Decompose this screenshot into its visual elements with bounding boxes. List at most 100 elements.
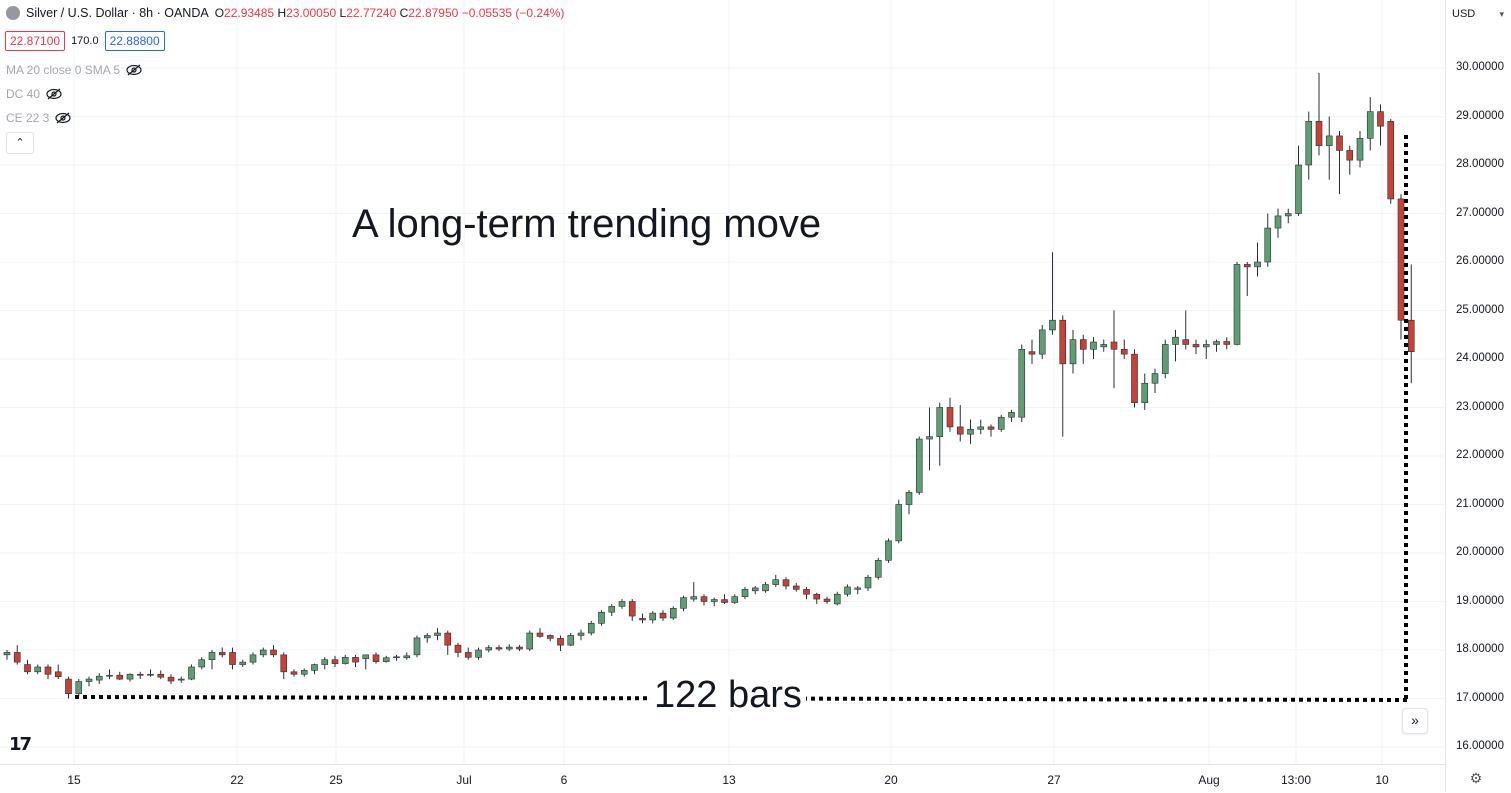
candle-body	[577, 632, 585, 636]
time-tick-label: Jul	[456, 773, 472, 787]
candle	[75, 679, 83, 697]
eye-off-icon[interactable]	[55, 112, 71, 124]
price-tick-label: 16.00000	[1456, 740, 1504, 752]
candle-body	[75, 681, 83, 694]
candle	[936, 402, 944, 466]
candle-body	[1325, 135, 1333, 146]
candle-body	[741, 589, 749, 597]
candle	[1305, 111, 1313, 180]
candle-body	[1141, 382, 1149, 403]
ohlc-high-value: 23.00050	[286, 6, 337, 20]
candle	[495, 645, 503, 651]
indicator-dc[interactable]: DC 40	[6, 87, 62, 101]
candle-body	[997, 416, 1005, 430]
candles	[3, 72, 1415, 699]
candle-body	[311, 664, 318, 671]
candle-body	[126, 673, 134, 680]
candle-body	[618, 601, 626, 607]
symbol-logo-icon[interactable]	[6, 6, 20, 20]
candle-body	[24, 664, 31, 673]
candle	[280, 652, 288, 680]
candle-body	[987, 426, 995, 430]
candle	[608, 603, 616, 617]
candle-body	[1120, 348, 1128, 355]
candle-body	[1151, 373, 1159, 384]
candle-body	[1223, 341, 1231, 345]
candle	[967, 419, 974, 444]
candle	[290, 669, 298, 677]
candle-body	[844, 586, 851, 595]
chart-plot-area[interactable]	[0, 0, 1445, 764]
candle-body	[157, 673, 165, 678]
candle	[1356, 131, 1364, 168]
candle	[915, 436, 923, 495]
candle	[1100, 339, 1108, 352]
symbol-title[interactable]: Silver / U.S. Dollar · 8h · OANDA	[26, 6, 209, 20]
candle-body	[516, 646, 523, 650]
scroll-to-realtime-button[interactable]: »	[1402, 708, 1428, 734]
candle	[1233, 262, 1241, 346]
ohlc-close-label: C	[399, 6, 409, 20]
ohlc-open-value: 22.93485	[224, 6, 275, 20]
candle-body	[864, 576, 872, 589]
candle	[1161, 339, 1169, 379]
candle-body	[147, 673, 154, 676]
candle-body	[1110, 341, 1118, 350]
eye-off-icon[interactable]	[46, 88, 62, 100]
candle	[331, 655, 339, 667]
ohlc-low-label: L	[339, 6, 347, 20]
candle-body	[1049, 319, 1056, 331]
indicator-dc-label: DC 40	[6, 87, 41, 101]
sell-price-button[interactable]: 22.87100	[5, 31, 66, 51]
candle	[874, 557, 882, 580]
candle	[1274, 208, 1282, 238]
candle	[1377, 104, 1384, 146]
candle-body	[721, 599, 728, 603]
candle-body	[926, 436, 933, 440]
candle-body	[239, 661, 247, 665]
candle-body	[300, 670, 308, 675]
candle	[1069, 329, 1077, 374]
candle-body	[1295, 164, 1302, 214]
candle	[997, 414, 1005, 432]
candle-body	[1192, 344, 1200, 348]
candle	[680, 595, 687, 612]
candle-body	[700, 596, 708, 602]
candle	[977, 419, 985, 435]
settings-gear-icon[interactable]: ⚙	[1469, 770, 1483, 786]
candle-body	[34, 666, 42, 673]
candle-body	[546, 635, 554, 639]
candle-body	[106, 674, 113, 677]
collapse-indicators-button[interactable]: ⌃	[6, 132, 34, 154]
buy-price-button[interactable]: 22.88800	[104, 31, 165, 51]
currency-selector[interactable]: USD ▾	[1448, 4, 1508, 24]
candle-body	[44, 666, 52, 675]
eye-off-icon[interactable]	[126, 64, 142, 76]
candle	[341, 654, 349, 665]
time-axis[interactable]: 15 22 25 Jul 6 13 20 27 Aug 13:00 10	[0, 764, 1445, 793]
currency-label: USD	[1452, 8, 1476, 20]
price-axis[interactable]: USD ▾ 16.00000 17.00000 18.00000 19.00000 20…	[1445, 0, 1511, 792]
candle	[823, 596, 831, 604]
candle-body	[341, 656, 349, 664]
indicator-ma[interactable]: MA 20 close 0 SMA 5	[6, 63, 142, 77]
indicator-ce[interactable]: CE 22 3	[6, 111, 71, 125]
price-tick-label: 28.00000	[1456, 158, 1504, 170]
spread-value: 170.0	[71, 35, 99, 47]
candle	[1059, 315, 1067, 437]
tradingview-logo-icon[interactable]: 17	[9, 734, 32, 755]
candle-body	[956, 426, 964, 435]
candle	[13, 645, 21, 665]
candle	[1223, 337, 1231, 350]
candle-body	[218, 652, 226, 656]
candle-body	[1202, 344, 1210, 348]
candle	[577, 629, 585, 641]
candle-body	[116, 674, 124, 680]
candle-body	[352, 656, 359, 663]
candle-body	[1284, 213, 1292, 217]
candle-body	[13, 652, 21, 663]
candle-body	[454, 644, 462, 653]
candle	[475, 647, 482, 660]
candle	[628, 599, 636, 621]
candle	[116, 671, 124, 681]
